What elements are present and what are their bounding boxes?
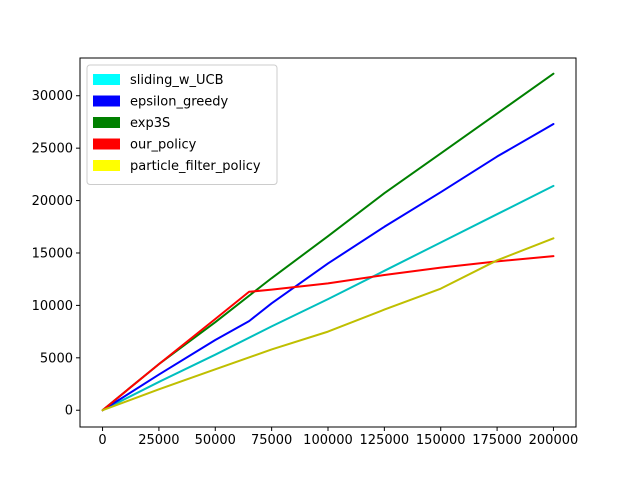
legend-box [86,64,278,185]
x-tick-label: 75000 [251,433,292,448]
x-tick-label: 175000 [472,433,522,448]
legend-label: our_policy [130,138,197,153]
series-line-sliding-w-UCB [101,184,555,412]
x-tick-label: 25000 [138,433,179,448]
legend-label: epsilon_greedy [130,95,228,110]
y-tick-label: 5000 [40,351,73,366]
series-line-our-policy [101,255,555,412]
legend-swatch [93,95,120,107]
legend: sliding_w_UCB epsilon_greedy exp3S our_poli… [86,64,278,185]
legend-swatch [93,117,120,128]
legend-label: sliding_w_UCB [130,73,224,88]
series-line-epsilon-greedy [101,123,555,412]
x-tick-label: 0 [98,433,106,448]
series-line-particle-filter-policy [101,237,555,412]
series-layer [101,72,555,412]
y-tick-label: 15000 [32,246,73,261]
y-tick-label: 25000 [32,142,73,157]
legend-swatch [93,160,120,171]
x-tick-label: 200000 [529,433,579,448]
x-axis: 0 25000 50000 75000 100000 125000 150000 175000… [98,427,578,448]
y-axis: 0 5000 10000 15000 20000 25000 30000 [32,89,80,419]
y-tick-label: 10000 [32,299,73,314]
x-tick-label: 150000 [416,433,466,448]
x-tick-label: 125000 [360,433,410,448]
x-tick-label: 100000 [303,433,353,448]
legend-swatch [93,74,120,85]
legend-label: particle_filter_policy [130,159,261,174]
legend-label: exp3S [130,116,170,131]
y-tick-label: 20000 [32,194,73,209]
y-tick-label: 0 [65,404,73,419]
y-tick-label: 30000 [32,89,73,104]
x-tick-label: 50000 [195,433,236,448]
legend-swatch [93,138,120,150]
